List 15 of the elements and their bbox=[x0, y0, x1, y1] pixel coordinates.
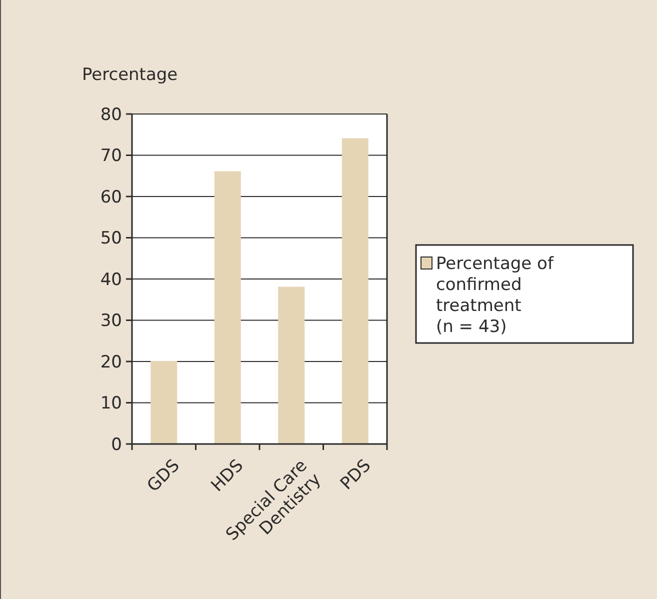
bar bbox=[214, 171, 241, 444]
legend-label: Percentage of confirmed treatment (n = 43) bbox=[436, 254, 554, 337]
bar bbox=[150, 361, 178, 444]
y-tick-label: 20 bbox=[100, 352, 122, 372]
y-tick-label: 70 bbox=[100, 146, 122, 166]
y-tick-label: 60 bbox=[100, 187, 122, 208]
y-tick-label: 10 bbox=[100, 394, 122, 414]
y-tick-label: 30 bbox=[100, 311, 122, 332]
y-tick-label: 40 bbox=[100, 270, 122, 290]
y-tick-label: 0 bbox=[111, 434, 122, 455]
y-tick-label: 80 bbox=[100, 104, 122, 125]
bar bbox=[278, 286, 305, 444]
y-tick-label: 50 bbox=[100, 228, 122, 249]
bar bbox=[342, 138, 368, 444]
y-axis-title: Percentage bbox=[82, 65, 178, 85]
